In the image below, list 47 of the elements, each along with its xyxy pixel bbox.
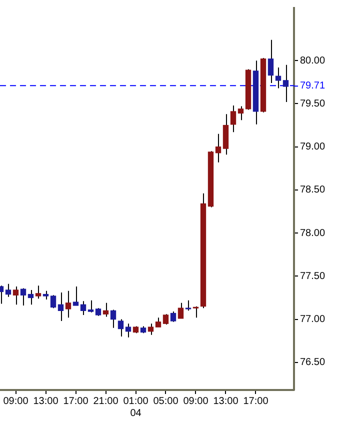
candlestick bbox=[50, 294, 56, 309]
candlestick bbox=[118, 318, 124, 338]
candlestick bbox=[275, 67, 282, 89]
candlestick bbox=[80, 300, 86, 316]
candlestick bbox=[268, 39, 274, 84]
candlestick bbox=[215, 133, 222, 163]
candlestick bbox=[170, 311, 176, 322]
candlestick bbox=[185, 300, 192, 312]
y-tick-label: 77.00 bbox=[300, 314, 326, 326]
candlestick bbox=[5, 283, 12, 298]
y-tick-label: 76.50 bbox=[300, 357, 326, 368]
x-tick-label: 13:00 bbox=[213, 396, 239, 407]
candlestick bbox=[282, 64, 289, 102]
candlestick bbox=[162, 314, 169, 325]
candlestick bbox=[72, 286, 79, 306]
candlestick bbox=[28, 289, 34, 306]
candlestick bbox=[148, 323, 154, 336]
x-tick-label: 17:00 bbox=[243, 396, 269, 407]
candlestick bbox=[178, 302, 184, 319]
y-tick-label: 79.00 bbox=[300, 142, 326, 153]
candlestick bbox=[102, 302, 109, 318]
y-tick-label: 78.00 bbox=[300, 228, 326, 239]
x-tick-label: 09:00 bbox=[183, 396, 209, 407]
x-tick-label: 13:00 bbox=[33, 396, 59, 407]
y-tick-label: 78.50 bbox=[300, 184, 326, 196]
candlestick bbox=[110, 309, 116, 328]
candlestick bbox=[35, 285, 42, 300]
x-tick-label: 09:00 bbox=[3, 396, 29, 407]
candlestick bbox=[192, 306, 199, 318]
candlestick bbox=[222, 114, 229, 156]
candlestick bbox=[125, 323, 132, 338]
candlestick bbox=[230, 104, 236, 133]
candlestick bbox=[88, 300, 94, 313]
candlestick bbox=[12, 286, 19, 306]
y-tick-label: 77.50 bbox=[300, 270, 326, 282]
x-tick-label: 21:00 bbox=[93, 396, 119, 407]
ref-line-label: 79.71 bbox=[300, 80, 326, 92]
x-tick-label: 17:00 bbox=[63, 396, 89, 407]
candlestick bbox=[58, 292, 64, 322]
candlestick bbox=[155, 317, 162, 328]
candlestick bbox=[20, 288, 26, 306]
candlestick bbox=[65, 290, 72, 318]
x-tick-label: 05:00 bbox=[153, 396, 179, 407]
candlestick bbox=[238, 106, 244, 121]
y-tick-label: 80.00 bbox=[300, 55, 326, 66]
y-tick-label: 79.50 bbox=[300, 98, 326, 110]
x-tick-label: 01:00 04 bbox=[123, 396, 149, 419]
